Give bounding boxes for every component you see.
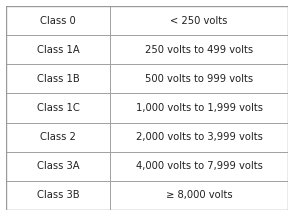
Bar [110, 64, 288, 94]
Text: Class 3A: Class 3A [37, 161, 79, 171]
Text: 4,000 volts to 7,999 volts: 4,000 volts to 7,999 volts [136, 161, 263, 171]
Text: Class 1C: Class 1C [37, 103, 80, 113]
Text: Class 1A: Class 1A [37, 45, 80, 55]
Text: Class 3B: Class 3B [37, 191, 79, 200]
Text: Class 1B: Class 1B [37, 74, 80, 84]
Bar [6, 6, 110, 35]
Bar [110, 152, 288, 181]
Bar [6, 64, 110, 94]
Bar [110, 94, 288, 122]
Bar [110, 181, 288, 210]
Bar [6, 122, 110, 152]
Text: 250 volts to 499 volts: 250 volts to 499 volts [145, 45, 253, 55]
Text: < 250 volts: < 250 volts [171, 16, 228, 25]
Bar [6, 94, 110, 122]
Text: Class 0: Class 0 [40, 16, 76, 25]
Bar [6, 152, 110, 181]
Text: 500 volts to 999 volts: 500 volts to 999 volts [145, 74, 253, 84]
Bar [110, 6, 288, 35]
Bar [110, 35, 288, 64]
Text: 1,000 volts to 1,999 volts: 1,000 volts to 1,999 volts [136, 103, 263, 113]
Bar [6, 35, 110, 64]
Bar [110, 122, 288, 152]
Text: 2,000 volts to 3,999 volts: 2,000 volts to 3,999 volts [136, 132, 263, 142]
Text: Class 2: Class 2 [40, 132, 76, 142]
Text: ≥ 8,000 volts: ≥ 8,000 volts [166, 191, 233, 200]
Bar [6, 181, 110, 210]
